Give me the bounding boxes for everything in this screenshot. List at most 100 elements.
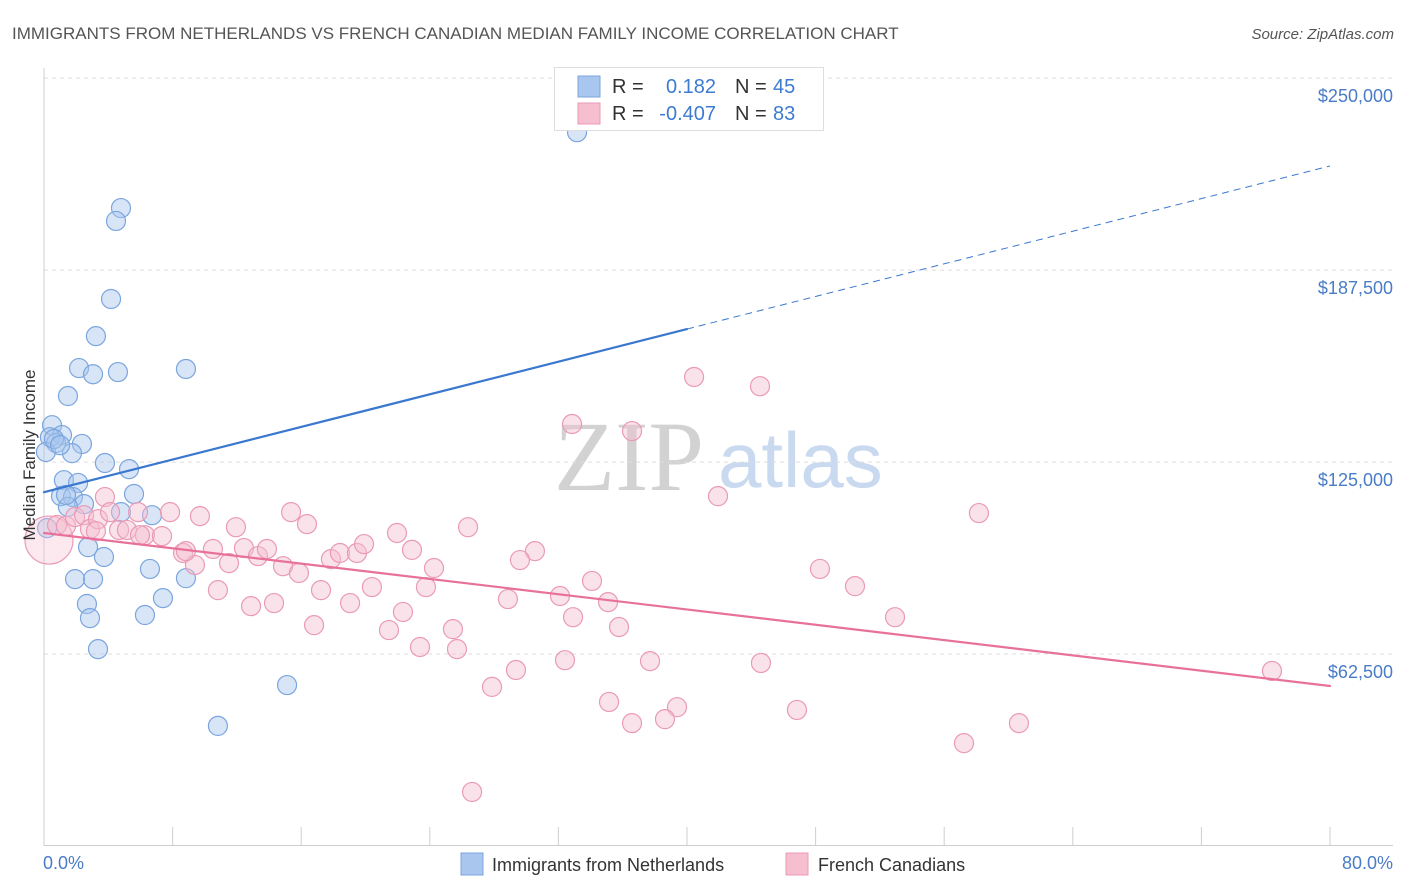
legend-r-value-french-canadian: -0.407	[659, 103, 716, 125]
french-canadian-point	[597, 592, 619, 613]
french-canadian-point	[654, 709, 676, 730]
netherlands-point	[49, 435, 71, 456]
french-canadian-point	[151, 525, 173, 547]
french-canadian-point	[127, 502, 149, 523]
trend-lines	[42, 165, 1332, 688]
x-tick-marks	[172, 827, 1331, 846]
netherlands-point	[79, 607, 101, 629]
french-canadian-point	[621, 420, 643, 442]
french-canadian-point	[108, 519, 130, 541]
french-canadian-point	[666, 697, 688, 718]
french-canadian-point	[446, 639, 468, 660]
y-tick-labels: $62,500 $125,000 $187,500 $250,000	[1318, 86, 1393, 682]
french-canadian-point	[329, 542, 351, 564]
french-canadian-point	[94, 486, 116, 508]
french-canadian-point	[310, 580, 332, 601]
netherlands-point	[94, 452, 116, 474]
french-canadian-point	[524, 541, 546, 562]
netherlands-trend-line-dashed	[686, 165, 1331, 330]
french-canadian-point	[968, 502, 990, 524]
french-canadian-point	[240, 596, 262, 617]
series-legend: Immigrants from Netherlands French Canad…	[460, 852, 965, 876]
netherlands-point	[105, 210, 127, 232]
y-tick-label: $125,000	[1318, 470, 1393, 490]
french-canadian-point	[159, 502, 181, 523]
netherlands-point	[57, 385, 79, 407]
netherlands-point	[87, 639, 109, 660]
source-label: Source: ZipAtlas.com	[1251, 26, 1394, 43]
netherlands-point	[123, 483, 145, 505]
netherlands-point	[85, 326, 107, 347]
french-canadian-point	[202, 538, 224, 560]
french-canadian-point	[1261, 660, 1283, 682]
french-canadian-point	[581, 570, 603, 592]
french-canadian-point	[621, 713, 643, 734]
french-canadian-point	[378, 619, 400, 641]
chart-title: IMMIGRANTS FROM NETHERLANDS VS FRENCH CA…	[12, 24, 899, 43]
legend-r-value-netherlands: 0.182	[666, 76, 716, 98]
french-canadian-point	[750, 652, 772, 674]
french-canadian-point	[303, 615, 325, 636]
netherlands-point	[110, 502, 132, 523]
netherlands-point	[61, 443, 83, 464]
netherlands-points	[35, 122, 588, 737]
french-canadian-point	[598, 691, 620, 713]
netherlands-point	[55, 484, 77, 506]
french-canadian-point	[280, 502, 302, 523]
netherlands-point	[134, 604, 156, 626]
y-tick-label: $187,500	[1318, 278, 1393, 298]
netherlands-point	[139, 558, 161, 580]
x-tick-label-min: 0.0%	[43, 853, 84, 873]
series-legend-label-netherlands: Immigrants from Netherlands	[492, 855, 724, 875]
french-canadian-point	[353, 533, 375, 555]
netherlands-point	[100, 288, 122, 310]
legend-n-label: N =	[735, 103, 767, 125]
french-canadian-point	[505, 659, 527, 681]
netherlands-point	[43, 428, 65, 450]
correlation-legend: R = 0.182 N = 45 R = -0.407 N = 83	[554, 67, 824, 131]
french-canadian-point	[339, 592, 361, 614]
french-canadian-point	[189, 506, 211, 527]
french-canadian-point	[884, 607, 906, 628]
french-canadian-point	[561, 413, 583, 435]
netherlands-point	[276, 674, 298, 696]
french-canadian-point	[296, 514, 318, 535]
french-canadian-point	[639, 650, 661, 672]
watermark: ZIP atlas	[554, 401, 883, 512]
french-canadian-point	[256, 538, 278, 560]
netherlands-point	[110, 197, 132, 219]
french-canadian-point	[415, 576, 437, 598]
watermark-atlas: atlas	[718, 416, 883, 504]
netherlands-point	[82, 364, 104, 385]
y-tick-label: $62,500	[1328, 662, 1393, 682]
netherlands-point	[64, 568, 86, 590]
french-canadian-point	[442, 619, 464, 640]
french-canadian-point	[554, 650, 576, 671]
legend-swatch-french-canadian	[577, 102, 601, 125]
netherlands-point	[107, 361, 129, 383]
french-canadian-point	[392, 601, 414, 623]
french-canadian-point	[481, 676, 503, 697]
series-legend-swatch-french-canadian	[785, 852, 809, 876]
french-canadian-point	[707, 486, 729, 507]
french-canadian-point	[409, 636, 431, 658]
netherlands-trend-line-solid	[42, 327, 689, 494]
legend-swatch-netherlands	[577, 75, 601, 98]
netherlands-point	[93, 546, 115, 568]
french-canadian-point	[129, 525, 151, 546]
netherlands-point	[175, 358, 197, 380]
french-canadian-point	[844, 576, 866, 597]
french-canadian-point	[461, 781, 483, 803]
x-tick-label-max: 80.0%	[1342, 853, 1393, 873]
legend-n-label: N =	[735, 76, 767, 98]
netherlands-point	[82, 568, 104, 590]
french-canadian-point	[361, 576, 383, 598]
french-canadian-point	[24, 515, 74, 565]
french-canadian-point	[401, 539, 423, 561]
series-legend-swatch-netherlands	[460, 852, 484, 876]
gridlines	[44, 77, 1393, 655]
legend-n-value-netherlands: 45	[773, 76, 795, 98]
french-canadian-point	[809, 558, 831, 580]
netherlands-point	[152, 588, 174, 609]
